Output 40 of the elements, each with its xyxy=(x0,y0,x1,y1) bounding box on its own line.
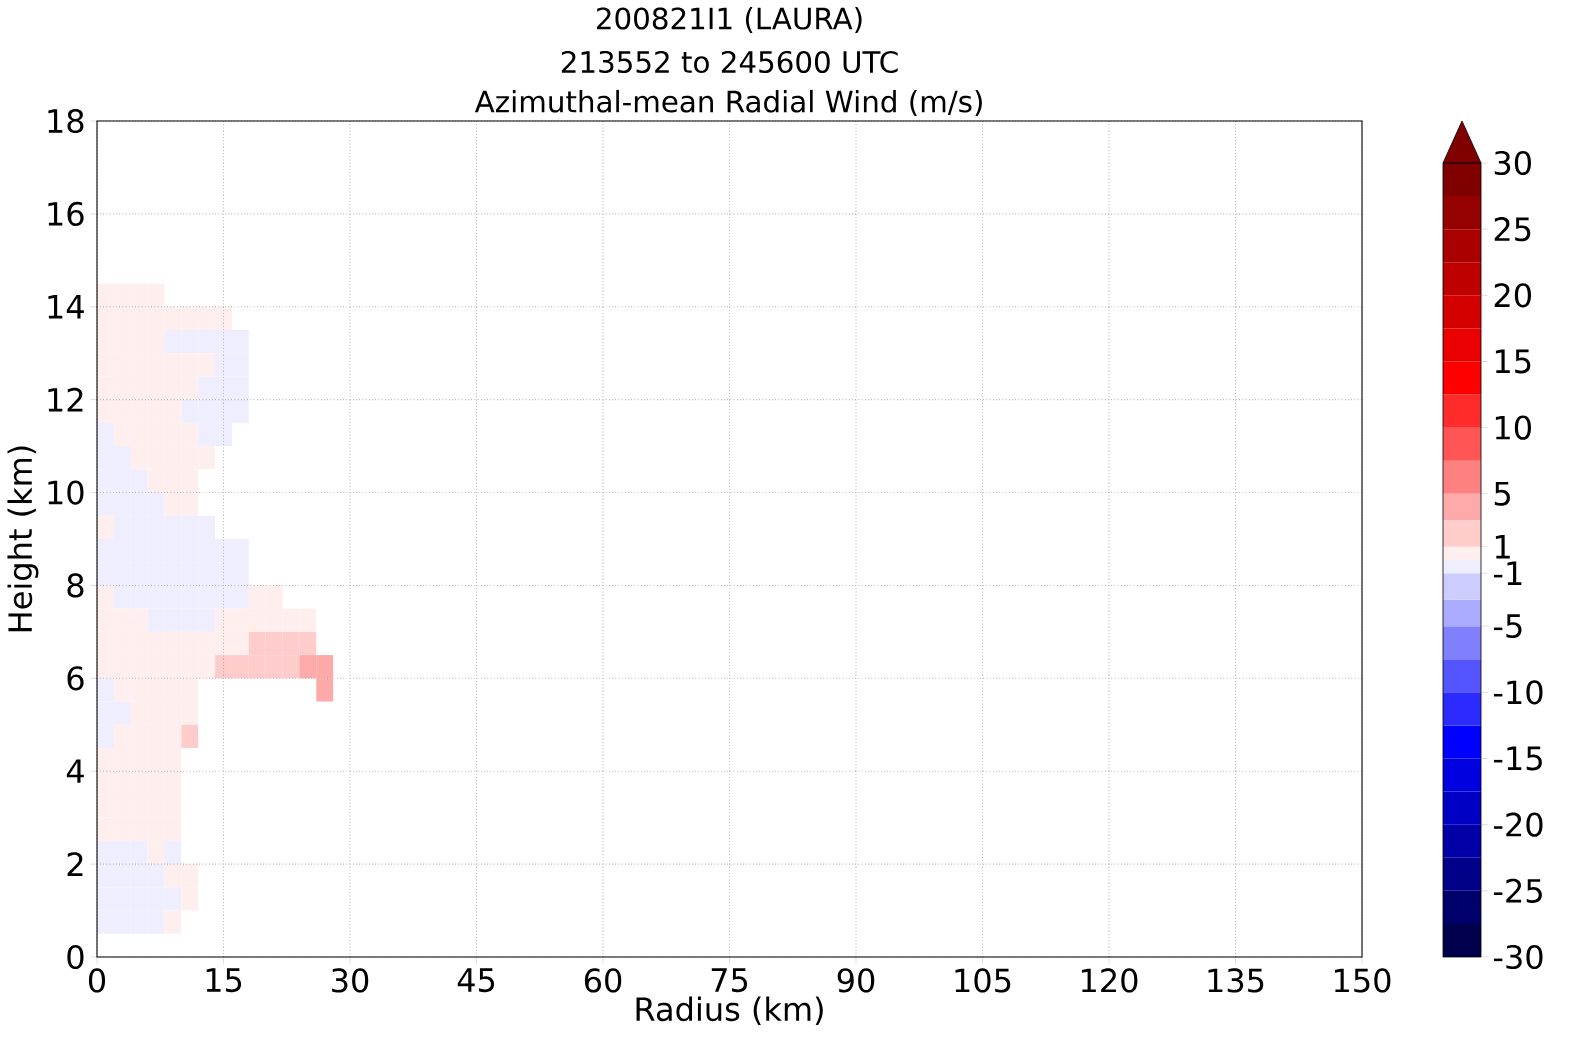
x-axis-title: Radius (km) xyxy=(636,996,823,1025)
y-tick-label: 8 xyxy=(67,573,84,598)
y-tick-label: 6 xyxy=(67,666,84,691)
y-tick-label: 12 xyxy=(48,387,83,412)
chart-title: 200821I1 (LAURA) xyxy=(597,6,862,34)
x-tick-label: 0 xyxy=(88,968,106,993)
x-tick-label: 60 xyxy=(584,968,622,993)
x-tick-label: 120 xyxy=(1081,968,1138,993)
y-tick-label: 0 xyxy=(67,944,84,970)
y-axis-title: Height (km) xyxy=(7,446,39,632)
color-bar-label: 25 xyxy=(1494,217,1531,242)
color-bar-label: 1 xyxy=(1495,535,1510,559)
color-bar-label: 15 xyxy=(1495,349,1531,374)
x-tick-label: 45 xyxy=(457,968,495,993)
color-bar-label: 20 xyxy=(1494,283,1531,308)
x-tick-label: 135 xyxy=(1208,968,1264,993)
color-bar-label: -25 xyxy=(1493,878,1542,903)
x-tick-label: 30 xyxy=(332,968,369,993)
x-tick-label: 150 xyxy=(1334,968,1391,993)
y-tick-label: 10 xyxy=(48,480,84,505)
color-bar-label: -20 xyxy=(1493,812,1543,837)
y-tick-label: 14 xyxy=(48,295,84,319)
color-bar-label: -15 xyxy=(1493,746,1542,771)
x-tick-label: 90 xyxy=(837,968,875,993)
y-tick-label: 4 xyxy=(66,759,84,783)
y-tick-label: 18 xyxy=(48,108,84,134)
color-bar-label: -30 xyxy=(1493,944,1543,970)
y-tick-label: 16 xyxy=(48,201,84,226)
color-bar-label: 5 xyxy=(1494,481,1510,506)
chart-subtitle: 213552 to 245600 UTC xyxy=(561,50,898,74)
x-tick-label: 15 xyxy=(206,968,242,993)
x-tick-label: 105 xyxy=(955,968,1011,993)
color-bar-label: 10 xyxy=(1495,415,1531,440)
color-bar-label: 30 xyxy=(1494,150,1531,176)
x-tick-label: 75 xyxy=(711,968,748,993)
color-bar-label: -1 xyxy=(1493,561,1522,585)
y-tick-label: 2 xyxy=(67,852,83,876)
color-bar-label: -10 xyxy=(1493,680,1543,705)
text: Azimuthal-mean Radial Wind (m/s) xyxy=(474,89,982,117)
color-bar-label: -5 xyxy=(1493,614,1522,639)
